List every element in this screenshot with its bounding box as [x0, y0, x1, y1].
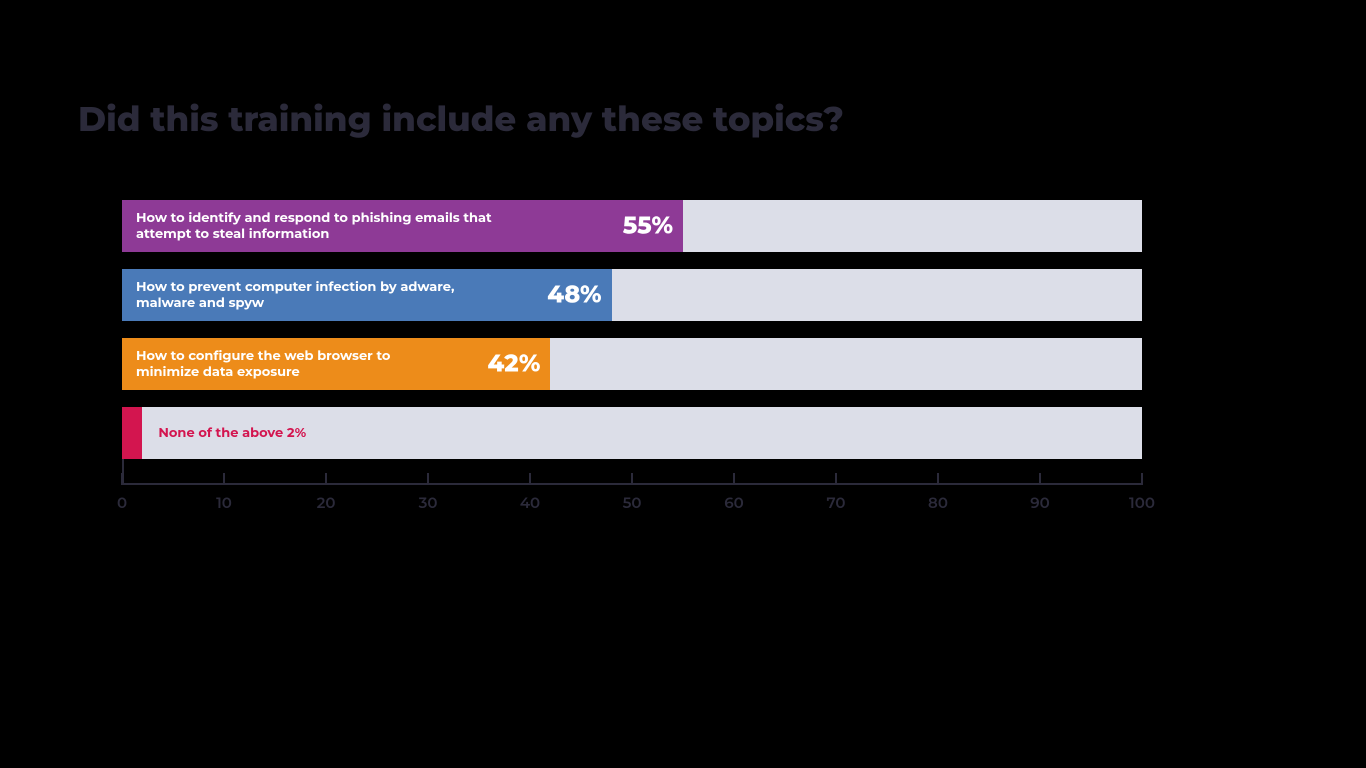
x-axis-tick-label: 50	[623, 493, 642, 512]
bar-value: 55%	[623, 212, 673, 241]
bar-value: 48%	[547, 281, 601, 310]
chart-canvas: Did this training include any these topi…	[0, 0, 1366, 768]
x-axis-tick-label: 0	[117, 493, 127, 512]
chart-plot-area: How to identify and respond to phishing …	[122, 200, 1142, 550]
bar-row: None of the above 2%	[122, 407, 1142, 459]
x-axis-tick	[733, 473, 735, 485]
bar-row: How to prevent computer infection by adw…	[122, 269, 1142, 321]
x-axis-tick-label: 70	[827, 493, 846, 512]
bar-label: How to configure the web browser to mini…	[136, 348, 426, 381]
x-axis-tick	[325, 473, 327, 485]
chart-title: Did this training include any these topi…	[78, 98, 844, 140]
x-axis-tick	[427, 473, 429, 485]
x-axis-tick-label: 90	[1030, 493, 1050, 512]
x-axis-tick	[631, 473, 633, 485]
x-axis-tick	[937, 473, 939, 485]
bar-label: How to prevent computer infection by adw…	[136, 279, 476, 312]
x-axis-tick-label: 80	[928, 493, 948, 512]
x-axis-tick	[835, 473, 837, 485]
bar-label: How to identify and respond to phishing …	[136, 210, 536, 243]
bar-row: How to configure the web browser to mini…	[122, 338, 1142, 390]
x-axis-tick	[121, 473, 123, 485]
x-axis-tick-label: 20	[317, 493, 336, 512]
bar-row: How to identify and respond to phishing …	[122, 200, 1142, 252]
bar-label: None of the above 2%	[158, 425, 458, 441]
x-axis-tick-label: 40	[520, 493, 540, 512]
bar-fill	[122, 407, 142, 459]
x-axis-tick-label: 60	[724, 493, 744, 512]
x-axis-tick	[1039, 473, 1041, 485]
x-axis-tick	[223, 473, 225, 485]
x-axis-tick	[1141, 473, 1143, 485]
x-axis-tick-label: 10	[216, 493, 232, 512]
x-axis-tick-label: 30	[419, 493, 438, 512]
x-axis-tick-label: 100	[1129, 493, 1155, 512]
x-axis-tick	[529, 473, 531, 485]
bar-value: 42%	[487, 350, 540, 379]
